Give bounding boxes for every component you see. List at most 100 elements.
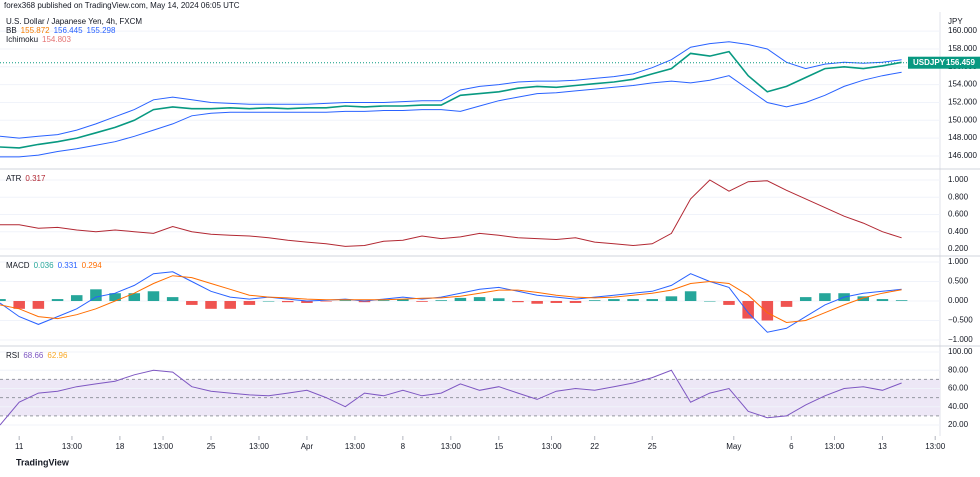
histogram-bar xyxy=(761,301,774,321)
x-tick-label: 13:00 xyxy=(824,442,845,451)
histogram-bar xyxy=(205,301,217,309)
histogram-bar xyxy=(435,300,447,302)
histogram-bar xyxy=(166,297,179,302)
y-tick-label: 0.200 xyxy=(948,244,969,253)
series-line xyxy=(0,71,902,158)
x-tick-label: 13:00 xyxy=(345,442,366,451)
x-tick-label: 13 xyxy=(878,442,887,451)
legend-value: 68.66 xyxy=(23,351,44,360)
legend-label: BB xyxy=(6,26,17,35)
legend-value: 62.96 xyxy=(47,351,68,360)
last-label: USDJPY xyxy=(913,58,946,67)
histogram-bar xyxy=(608,299,620,302)
histogram-bar xyxy=(742,301,754,319)
legend-label: Ichimoku xyxy=(6,35,38,44)
series-line xyxy=(0,41,902,139)
last-value: 156.459 xyxy=(946,58,975,67)
last-price-tag xyxy=(908,56,980,69)
y-tick-label: 146.000 xyxy=(948,151,977,160)
histogram-bar xyxy=(704,301,716,302)
histogram-bar xyxy=(799,297,812,302)
histogram-bar xyxy=(895,300,908,302)
legend-label: ATR xyxy=(6,174,22,183)
histogram-bar xyxy=(243,301,256,305)
x-tick-label: 13:00 xyxy=(441,442,462,451)
y-tick-label: 1.000 xyxy=(948,175,969,184)
chart-title: U.S. Dollar / Japanese Yen, 4h, FXCM xyxy=(6,17,142,26)
series-line xyxy=(0,271,902,333)
legend-value: 155.298 xyxy=(87,26,116,35)
x-tick-label: 15 xyxy=(494,442,503,451)
histogram-bar xyxy=(262,301,275,302)
y-tick-label: 152.000 xyxy=(948,98,977,107)
histogram-bar xyxy=(493,298,505,302)
histogram-bar xyxy=(473,297,486,302)
y-tick-label: 148.000 xyxy=(948,133,977,142)
histogram-bar xyxy=(819,293,831,302)
histogram-bar xyxy=(876,299,889,302)
published: forex368 published on TradingView.com, M… xyxy=(4,1,240,10)
y-tick-label: 20.00 xyxy=(948,420,969,429)
x-tick-label: 13:00 xyxy=(153,442,174,451)
y-tick-label: 60.00 xyxy=(948,384,969,393)
histogram-bar xyxy=(780,301,793,307)
x-tick-label: 18 xyxy=(115,442,124,451)
series-line xyxy=(0,50,902,149)
y-tick-label: 40.00 xyxy=(948,402,969,411)
x-tick-label: 13:00 xyxy=(249,442,270,451)
histogram-bar xyxy=(857,296,870,302)
histogram-bar xyxy=(377,300,390,302)
histogram-bar xyxy=(684,291,697,302)
histogram-bar xyxy=(339,300,352,302)
histogram-bar xyxy=(32,301,45,309)
series-line xyxy=(0,369,902,426)
x-tick-label: 25 xyxy=(648,442,657,451)
histogram-bar xyxy=(70,295,83,302)
x-tick-label: 25 xyxy=(207,442,216,451)
histogram-bar xyxy=(128,293,141,302)
x-tick-label: 22 xyxy=(590,442,599,451)
x-tick-label: 6 xyxy=(789,442,794,451)
histogram-bar xyxy=(588,300,601,302)
histogram-bar xyxy=(646,299,658,302)
histogram-bar xyxy=(723,301,735,305)
x-tick-label: 13:00 xyxy=(925,442,946,451)
y-tick-label: 0.600 xyxy=(948,210,969,219)
legend-value: 156.445 xyxy=(54,26,83,35)
y-tick-label: −1.000 xyxy=(948,335,973,344)
legend-label: MACD xyxy=(6,261,30,270)
y-tick-label: 0.000 xyxy=(948,296,969,305)
y-tick-label: 160.000 xyxy=(948,26,977,35)
x-tick-label: May xyxy=(726,442,741,451)
histogram-bar xyxy=(358,301,371,303)
y-tick-label: 0.400 xyxy=(948,227,969,236)
y-tick-label: 0.800 xyxy=(948,192,969,201)
histogram-bar xyxy=(569,301,582,303)
histogram-bar xyxy=(147,291,160,302)
legend-value: 155.872 xyxy=(21,26,50,35)
x-tick-label: 11 xyxy=(15,442,24,451)
histogram-bar xyxy=(301,301,313,303)
histogram-bar xyxy=(550,301,563,303)
legend-value: 0.317 xyxy=(25,174,46,183)
histogram-bar xyxy=(13,301,25,309)
series-line xyxy=(0,275,902,324)
histogram-bar xyxy=(0,299,6,302)
x-tick-label: 8 xyxy=(401,442,406,451)
histogram-bar xyxy=(531,301,543,304)
legend-value: 0.294 xyxy=(82,261,103,270)
y-tick-label: 150.000 xyxy=(948,115,977,124)
histogram-bar xyxy=(665,296,678,302)
brand: TradingView xyxy=(16,457,70,467)
x-tick-label: 13:00 xyxy=(62,442,83,451)
legend-value: 154.803 xyxy=(42,35,71,44)
histogram-bar xyxy=(186,301,198,305)
histogram-bar xyxy=(454,297,467,302)
histogram-bar xyxy=(224,301,236,309)
y-tick-label: −0.500 xyxy=(948,316,973,325)
x-tick-label: Apr xyxy=(301,442,314,451)
currency: JPY xyxy=(948,17,963,26)
histogram-bar xyxy=(320,301,332,302)
y-tick-label: 154.000 xyxy=(948,80,977,89)
